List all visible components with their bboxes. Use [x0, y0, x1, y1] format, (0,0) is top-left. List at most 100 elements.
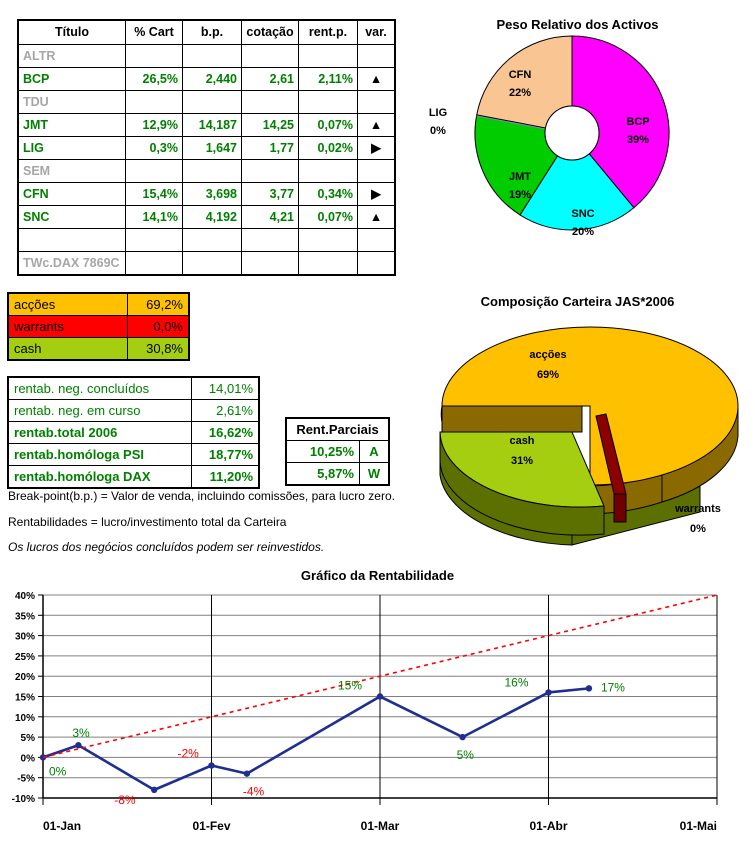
data-point-marker [75, 742, 82, 749]
cell-percent-cart: 12,9% [125, 113, 183, 137]
pie3d-value-cash: 31% [511, 455, 533, 467]
donut-value-lig: 0% [430, 125, 446, 137]
cell-percent-cart [125, 44, 183, 68]
y-tick-label: 20% [15, 672, 35, 683]
cell-rent-p: 0,34% [298, 182, 358, 206]
returns-label: rentab.homóloga PSI [7, 443, 192, 466]
cell-titulo: BCP [17, 67, 126, 91]
y-tick-label: 10% [15, 713, 35, 724]
data-point-marker [459, 733, 466, 741]
y-tick-label: 35% [15, 611, 35, 622]
pie3d-value-warrants: 0% [690, 523, 706, 535]
donut-hole [544, 105, 600, 161]
cell-var [357, 44, 396, 68]
line-chart: 40% 35% 30% 25% 20% 15% 10% 5% 0% -5% -10% 01-Jan 0… [0, 560, 755, 851]
table-row: TWc.DAX 7869C [17, 251, 396, 276]
returns-label: rentab.total 2006 [7, 421, 192, 444]
returns-value: 16,62% [191, 421, 260, 444]
table-row: SNC 14,1% 4,192 4,21 0,07% ▲ [17, 205, 396, 229]
cell-bp: 1,647 [182, 136, 242, 160]
footnote-break-point: Break-point(b.p.) = Valor de venda, incl… [8, 489, 395, 503]
cell-cotacao: 3,77 [241, 182, 299, 206]
partials-code: A [359, 440, 390, 463]
data-label: 15% [338, 679, 362, 693]
pie3d-accoes-top [441, 326, 739, 486]
donut-value-snc: 20% [572, 226, 594, 238]
data-point-marker [243, 770, 251, 777]
line-chart-title: Gráfico da Rentabilidade [300, 568, 455, 583]
donut-label-jmt: JMT [509, 171, 531, 183]
arrow-up-icon: ▲ [357, 67, 396, 91]
cell-titulo: TDU [17, 90, 126, 114]
allocation-row: warrants 0,0% [7, 315, 190, 338]
partials-row: 10,25% A [285, 440, 390, 463]
table-row: ALTR [17, 44, 396, 68]
cell-percent-cart [125, 251, 183, 276]
arrow-right-icon: ▶ [357, 182, 396, 206]
pie3d-labels: acções 69% warrants 0% cash 31% [509, 349, 720, 535]
donut-chart-svg: BCP 39% SNC 20% JMT 19% LIG 0% CFN 22% [429, 35, 670, 238]
y-tick-label: 25% [15, 652, 35, 663]
partials-row: 5,87% W [285, 462, 390, 486]
y-tick-label: 5% [21, 733, 36, 744]
y-tick-label: 0% [21, 753, 36, 764]
allocation-value: 0,0% [127, 315, 190, 338]
footnote-rentabilidades: Rentabilidades = lucro/investimento tota… [8, 515, 287, 529]
cell-var [357, 90, 396, 114]
series-line-0 [42, 687, 590, 792]
allocation-label: cash [7, 337, 128, 361]
pie3d-value-acções: 69% [537, 369, 559, 381]
allocation-row: cash 30,8% [7, 337, 190, 361]
holdings-table: Título % Cart b.p. cotação rent.p. var. … [17, 19, 396, 276]
pie3d-warrants-side [613, 493, 627, 523]
header-percent-cart: % Cart [125, 19, 183, 45]
returns-value: 11,20% [191, 465, 260, 489]
cell-bp [182, 90, 242, 114]
partial-returns-table: Rent.Parciais 10,25% A 5,87% W [285, 417, 390, 486]
cell-percent-cart: 15,4% [125, 182, 183, 206]
cell-rent-p: 0,02% [298, 136, 358, 160]
line-gridlines [38, 594, 718, 805]
cell-var [357, 251, 396, 276]
data-label: 3% [72, 726, 90, 740]
table-row [17, 228, 396, 252]
cell-percent-cart: 26,5% [125, 67, 183, 91]
cell-rent-p [298, 44, 358, 68]
line-y-axis-labels: 40% 35% 30% 25% 20% 15% 10% 5% 0% -5% -10% [12, 591, 35, 805]
donut-chart-title: Peso Relativo dos Activos [496, 17, 659, 32]
returns-table: rentab. neg. concluídos 14,01% rentab. neg… [7, 376, 260, 489]
returns-value: 14,01% [191, 376, 260, 400]
returns-row: rentab.homóloga DAX 11,20% [7, 465, 260, 489]
data-point-marker [376, 693, 384, 700]
allocation-table: acções 69,2% warrants 0,0% cash 30,8% [7, 292, 190, 361]
line-chart-svg: 40%35%30%25%20%15%10%5%0%-5%-10% 01-Jan 0… [12, 591, 718, 833]
x-tick-label: 01-Jan [43, 819, 81, 833]
donut-labels: BCP 39% SNC 20% JMT 19% LIG 0% CFN 22% [429, 69, 650, 238]
donut-chart: BCP 39% SNC 20% JMT 19% LIG 0% CFN 22% [400, 20, 755, 275]
arrow-up-icon: ▲ [357, 205, 396, 229]
table-row: SEM [17, 159, 396, 183]
returns-row: rentab. neg. concluídos 14,01% [7, 376, 260, 400]
cell-bp: 14,187 [182, 113, 242, 137]
cell-rent-p [298, 228, 358, 252]
donut-value-cfn: 22% [509, 87, 531, 99]
donut-slices [474, 35, 670, 231]
table-row: JMT 12,9% 14,187 14,25 0,07% ▲ [17, 113, 396, 137]
cell-percent-cart: 14,1% [125, 205, 183, 229]
pie3d-label-cash: cash [509, 435, 534, 447]
donut-label-snc: SNC [571, 208, 594, 220]
header-titulo: Título [17, 19, 126, 45]
cell-cotacao [241, 90, 299, 114]
footnote-lucros: Os lucros dos negócios concluídos podem … [8, 540, 325, 554]
arrow-right-icon: ▶ [357, 136, 396, 160]
data-point-marker [151, 786, 158, 794]
returns-row: rentab.total 2006 16,62% [7, 421, 260, 444]
table-row: BCP 26,5% 2,440 2,61 2,11% ▲ [17, 67, 396, 91]
line-series-paths [39, 594, 718, 794]
table-row: LIG 0,3% 1,647 1,77 0,02% ▶ [17, 136, 396, 160]
cell-bp: 3,698 [182, 182, 242, 206]
partials-header: Rent.Parciais [285, 417, 390, 441]
cell-percent-cart: 0,3% [125, 136, 183, 160]
pie3d-chart: acções 69% warrants 0% cash 31% [400, 296, 755, 558]
header-rent-p: rent.p. [298, 19, 358, 45]
